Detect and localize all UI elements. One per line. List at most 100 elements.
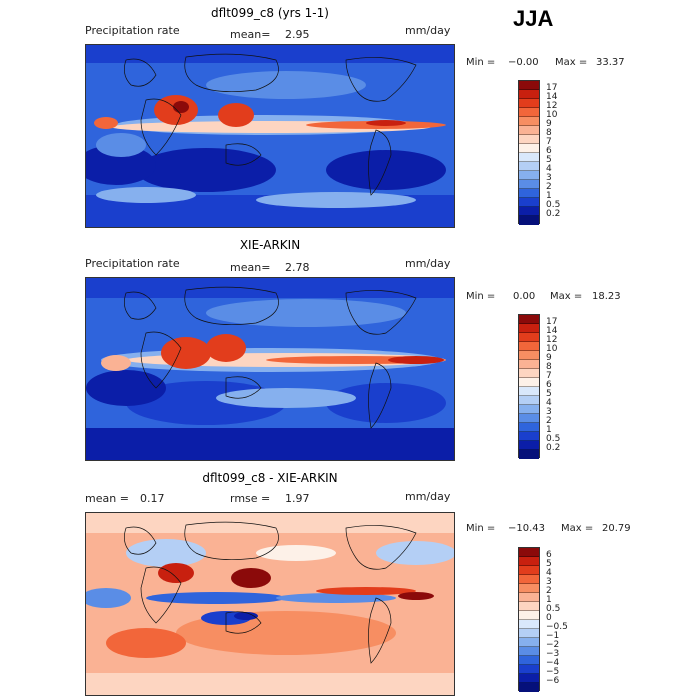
colorbar-tick-label: 3	[546, 173, 552, 183]
panel-2-max-value: 18.23	[592, 291, 621, 302]
panel-3-map-graphic	[86, 513, 454, 695]
colorbar-tick-label: −4	[546, 658, 560, 668]
panel-1-mean-label: mean=	[230, 28, 271, 41]
panel-1-max-label: Max =	[555, 57, 588, 68]
colorbar-tick-label: 0	[546, 613, 552, 623]
colorbar-swatch	[519, 333, 539, 342]
colorbar-swatch	[519, 144, 539, 153]
colorbar-swatch	[519, 369, 539, 378]
panel-1-title: dflt099_c8 (yrs 1-1)	[211, 6, 329, 20]
colorbar-swatch	[519, 414, 539, 423]
panel-3-max-label: Max =	[561, 523, 594, 534]
colorbar-swatch	[519, 647, 539, 656]
colorbar-tick-label: 7	[546, 137, 552, 147]
panel-3-mean-value: 0.17	[140, 492, 165, 505]
colorbar-swatch	[519, 315, 539, 324]
colorbar-swatch	[519, 342, 539, 351]
colorbar-tick-label: −1	[546, 631, 560, 641]
colorbar-swatch	[519, 360, 539, 369]
colorbar-swatch	[519, 216, 539, 225]
colorbar-swatch	[519, 198, 539, 207]
panel-3-mean-label: mean =	[85, 492, 129, 505]
colorbar-tick-label: 1	[546, 595, 552, 605]
panel-3-min-label: Min =	[466, 523, 496, 534]
colorbar-tick-label: 7	[546, 371, 552, 381]
colorbar-tick-label: 6	[546, 380, 552, 390]
colorbar-tick-label: −2	[546, 640, 560, 650]
colorbar-swatch	[519, 566, 539, 575]
panel-2-mean-value: 2.78	[285, 261, 310, 274]
colorbar-tick-label: 12	[546, 335, 558, 345]
colorbar-tick-label: −5	[546, 667, 560, 677]
colorbar-tick-label: 0.5	[546, 200, 561, 210]
colorbar-tick-label: 10	[546, 110, 558, 120]
colorbar-swatch	[519, 180, 539, 189]
panel-2-min-value: 0.00	[513, 291, 536, 302]
colorbar-swatch	[519, 99, 539, 108]
panel-2-title: XIE-ARKIN	[239, 238, 301, 252]
colorbar-tick-label: 17	[546, 317, 558, 327]
panel-1-max-value: 33.37	[596, 57, 625, 68]
panel-3-units: mm/day	[405, 490, 451, 503]
colorbar-swatch	[519, 423, 539, 432]
panel-2-units: mm/day	[405, 257, 451, 270]
panel-3-rmse-label: rmse =	[230, 492, 271, 505]
panel-3-max-value: 20.79	[602, 523, 631, 534]
panel-1-variable-label: Precipitation rate	[85, 24, 180, 37]
colorbar-swatch	[519, 575, 539, 584]
colorbar-swatch	[519, 387, 539, 396]
colorbar-tick-label: 8	[546, 128, 552, 138]
colorbar-swatch	[519, 81, 539, 90]
colorbar-swatch	[519, 351, 539, 360]
colorbar-tick-label: 6	[546, 146, 552, 156]
colorbar-swatch	[519, 117, 539, 126]
panel-2-variable-label: Precipitation rate	[85, 257, 180, 270]
colorbar-swatch	[519, 396, 539, 405]
colorbar-swatch	[519, 638, 539, 647]
colorbar-swatch	[519, 162, 539, 171]
colorbar-tick-label: 14	[546, 92, 558, 102]
colorbar-swatch	[519, 153, 539, 162]
colorbar-swatch	[519, 548, 539, 557]
colorbar-tick-label: 1	[546, 425, 552, 435]
colorbar-tick-label: 5	[546, 559, 552, 569]
colorbar-tick-label: 0.2	[546, 443, 561, 453]
colorbar-tick-label: 0.5	[546, 604, 561, 614]
panel-1-map-graphic	[86, 45, 454, 227]
colorbar-tick-label: 4	[546, 164, 552, 174]
colorbar-swatch	[519, 324, 539, 333]
colorbar-tick-label: 3	[546, 577, 552, 587]
panel-3-min-value: −10.43	[508, 523, 546, 534]
panel-2-max-label: Max =	[550, 291, 583, 302]
colorbar-tick-label: 6	[546, 550, 552, 560]
panel-2-map-graphic	[86, 278, 454, 460]
panel-3-colorbar	[518, 547, 540, 692]
colorbar-tick-label: 4	[546, 568, 552, 578]
panel-2-colorbar	[518, 314, 540, 459]
panel-1-min-label: Min =	[466, 57, 496, 68]
colorbar-tick-label: 2	[546, 416, 552, 426]
panel-1-colorbar	[518, 80, 540, 225]
colorbar-swatch	[519, 441, 539, 450]
colorbar-tick-label: 9	[546, 119, 552, 129]
colorbar-swatch	[519, 629, 539, 638]
panel-2-mean-label: mean=	[230, 261, 271, 274]
colorbar-swatch	[519, 593, 539, 602]
panel-3-rmse-value: 1.97	[285, 492, 310, 505]
colorbar-tick-label: 2	[546, 182, 552, 192]
panel-1-map	[85, 44, 455, 228]
colorbar-tick-label: 5	[546, 155, 552, 165]
panel-3-map	[85, 512, 455, 696]
panel-2-min-label: Min =	[466, 291, 496, 302]
colorbar-swatch	[519, 90, 539, 99]
panel-1-min-value: −0.00	[508, 57, 539, 68]
colorbar-tick-label: −0.5	[546, 622, 568, 632]
panel-1-units: mm/day	[405, 24, 451, 37]
colorbar-swatch	[519, 135, 539, 144]
season-label: JJA	[513, 6, 554, 31]
colorbar-tick-label: 8	[546, 362, 552, 372]
colorbar-swatch	[519, 602, 539, 611]
colorbar-swatch	[519, 611, 539, 620]
colorbar-tick-label: 0.2	[546, 209, 561, 219]
colorbar-swatch	[519, 432, 539, 441]
